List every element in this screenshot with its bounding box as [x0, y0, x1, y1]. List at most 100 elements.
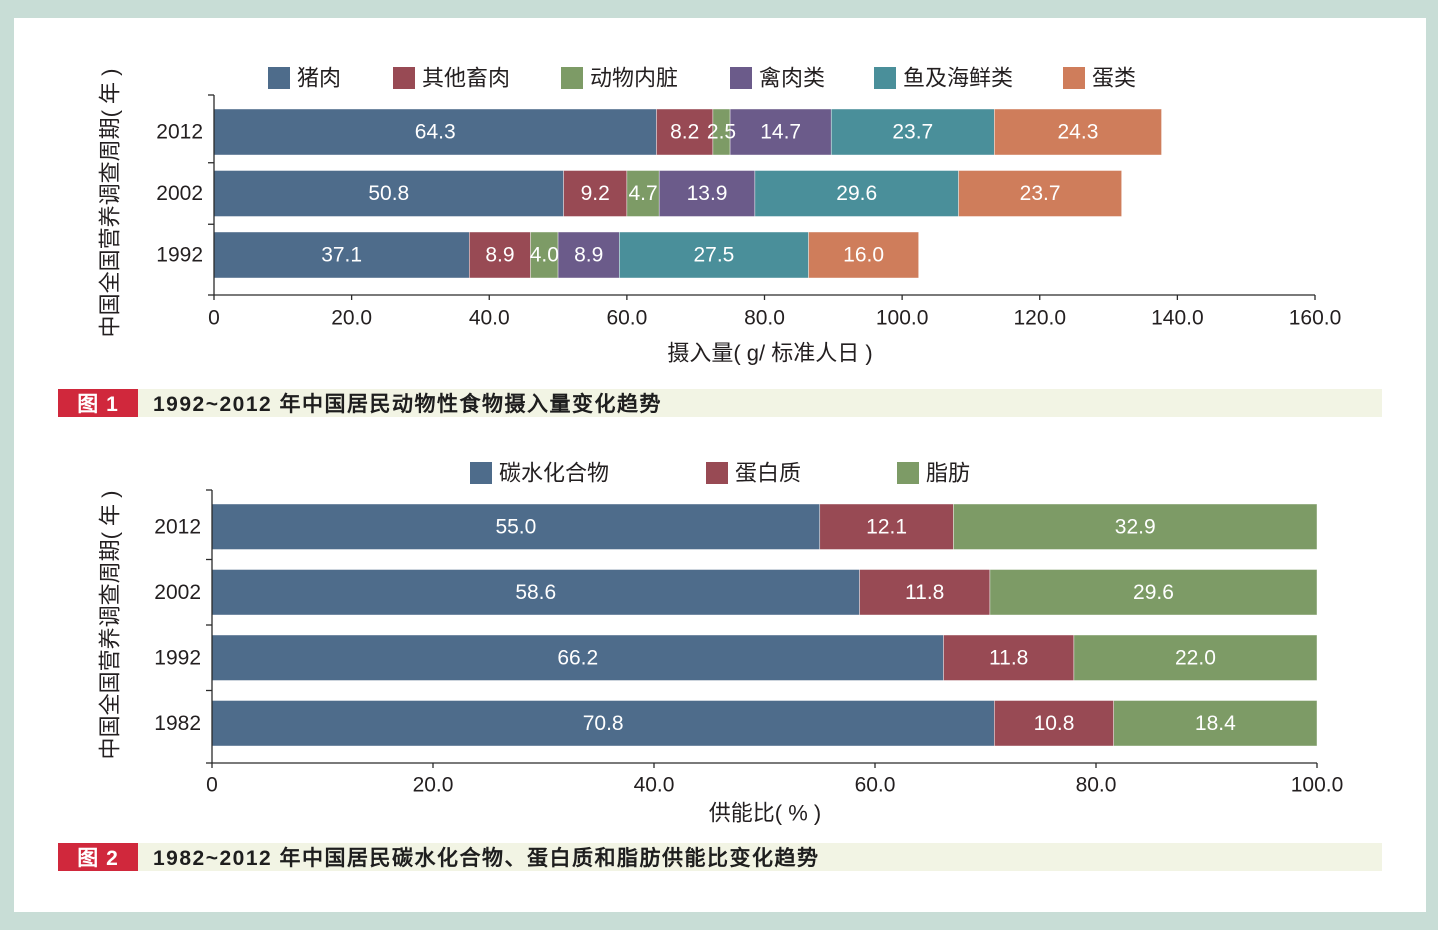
chart-1-data-label-2002-series-4: 13.9: [687, 182, 728, 205]
chart-1-data-label-1992-series-5: 27.5: [693, 244, 734, 267]
chart-1-bar-2002-series-3: [626, 170, 660, 217]
chart-2-bar-1982-series-1: [211, 700, 995, 747]
chart-1-bar-2002-series-6: [958, 170, 1122, 217]
chart-2-x-tick-label-2: 20.0: [413, 774, 454, 797]
chart-2-x-tick-label-5: 80.0: [1076, 774, 1117, 797]
chart-1-legend-label-4: 禽肉类: [759, 66, 825, 91]
chart-1-x-tick-label-8: 140.0: [1151, 307, 1204, 330]
chart-1-legend-label-3: 动物内脏: [590, 66, 678, 91]
figure-1-title: 1992~2012 年中国居民动物性食物摄入量变化趋势: [153, 393, 663, 416]
chart-2-bar-1992-series-3: [1073, 634, 1318, 681]
chart-1-data-label-2002-series-5: 29.6: [836, 182, 877, 205]
chart-1-data-label-2012-series-5: 23.7: [892, 121, 933, 144]
chart-2-legend: 碳水化合物 蛋白质 脂肪: [470, 461, 970, 486]
chart-1-x-tick-label-2: 20.0: [331, 307, 372, 330]
chart-1-bar-1992-series-1: [213, 231, 470, 279]
chart-2-bar-1992-series-1: [211, 634, 944, 681]
chart-1-bar-1992-series-2: [468, 231, 531, 279]
chart-1-data-label-1992-series-3: 4.0: [530, 244, 559, 267]
chart-1-x-tick-label-6: 100.0: [876, 307, 929, 330]
chart-1-bar-2012-series-2: [656, 108, 714, 156]
chart-1-x-axis-title: 摄入量( g/ 标准人日 ): [667, 341, 872, 366]
chart-1-data-labels: 64.3 8.2 2.5 14.7 23.7 24.3 50.8 9.2 4.7 13.9 29.6…: [321, 121, 1098, 267]
chart-1-bars: [213, 108, 1162, 279]
chart-2-legend-item-3: 脂肪: [897, 461, 970, 486]
chart-1-x-tick-label-9: 160.0: [1289, 307, 1342, 330]
chart-1: 猪肉 其他畜肉 动物内脏 禽肉类 鱼及海鲜类 蛋类 64.3 8.2 2.5 14.7 23.7 24…: [98, 66, 1342, 366]
chart-1-data-label-1992-series-6: 16.0: [843, 244, 884, 267]
chart-1-y-axis-title: 中国全国营养调查周期( 年 ): [98, 69, 123, 338]
chart-1-legend-swatch-1: [268, 67, 290, 89]
chart-1-data-label-2012-series-1: 64.3: [415, 121, 456, 144]
chart-2-bar-2012-series-1: [211, 503, 821, 550]
chart-1-bar-2002-series-1: [213, 170, 564, 217]
chart-1-legend-item-4: 禽肉类: [730, 66, 825, 91]
chart-2-data-label-1992-series-3: 22.0: [1175, 646, 1216, 669]
chart-2-data-label-1982-series-3: 18.4: [1195, 712, 1236, 735]
chart-1-legend-swatch-6: [1063, 67, 1085, 89]
chart-1-x-tick-label-1: 0: [208, 307, 220, 330]
chart-2-y-tick-label-2002: 2002: [154, 581, 201, 604]
chart-2-legend-label-2: 蛋白质: [735, 461, 801, 486]
chart-1-legend-swatch-4: [730, 67, 752, 89]
chart-1-y-tick-label-2012: 2012: [156, 121, 203, 144]
chart-1-y-tick-label-1992: 1992: [156, 244, 203, 267]
chart-2-y-tick-label-1992: 1992: [154, 646, 201, 669]
chart-1-legend: 猪肉 其他畜肉 动物内脏 禽肉类 鱼及海鲜类 蛋类: [268, 66, 1136, 91]
chart-1-x-tick-label-3: 40.0: [469, 307, 510, 330]
chart-1-data-label-1992-series-2: 8.9: [485, 244, 514, 267]
chart-1-bar-2012-series-6: [994, 108, 1162, 156]
chart-1-bar-2012-series-1: [213, 108, 657, 156]
chart-2-legend-item-1: 碳水化合物: [470, 461, 609, 486]
chart-2-data-labels: 55.0 12.1 32.9 58.6 11.8 29.6 66.2 11.8 22.0 70.8…: [495, 515, 1236, 735]
chart-1-legend-item-2: 其他畜肉: [393, 66, 510, 91]
chart-1-data-label-1992-series-1: 37.1: [321, 244, 362, 267]
chart-2-data-label-2012-series-2: 12.1: [866, 515, 907, 538]
chart-2-data-label-2012-series-1: 55.0: [495, 515, 536, 538]
chart-2-legend-swatch-3: [897, 462, 919, 484]
figure-2-label: 图 2: [58, 843, 138, 871]
chart-1-legend-item-6: 蛋类: [1063, 66, 1136, 91]
chart-2-legend-swatch-1: [470, 462, 492, 484]
chart-1-data-label-2002-series-1: 50.8: [368, 182, 409, 205]
chart-1-legend-label-1: 猪肉: [297, 66, 341, 91]
chart-2-data-label-2002-series-3: 29.6: [1133, 581, 1174, 604]
chart-2-bar-2002-series-3: [989, 569, 1318, 616]
chart-2-y-tick-label-2012: 2012: [154, 515, 201, 538]
chart-1-bar-1992-series-6: [808, 231, 919, 279]
chart-1-bar-2012-series-5: [830, 108, 995, 156]
chart-1-data-label-2002-series-6: 23.7: [1020, 182, 1061, 205]
chart-2-bar-1982-series-3: [1113, 700, 1318, 747]
chart-2-bar-2002-series-2: [859, 569, 991, 616]
chart-2-data-label-1992-series-1: 66.2: [557, 646, 598, 669]
chart-1-data-label-2012-series-6: 24.3: [1058, 121, 1099, 144]
chart-1-data-label-2012-series-2: 8.2: [670, 121, 699, 144]
chart-2-data-label-2012-series-3: 32.9: [1115, 515, 1156, 538]
chart-1-legend-label-5: 鱼及海鲜类: [903, 66, 1013, 91]
chart-1-legend-item-5: 鱼及海鲜类: [874, 66, 1013, 91]
chart-2-y-axis-title: 中国全国营养调查周期( 年 ): [98, 491, 123, 760]
chart-2-x-tick-label-1: 0: [206, 774, 218, 797]
chart-2-x-axis-title: 供能比( % ): [709, 801, 821, 826]
chart-1-bar-2012-series-4: [729, 108, 832, 156]
chart-2-bar-1982-series-2: [994, 700, 1114, 747]
chart-1-legend-swatch-3: [561, 67, 583, 89]
chart-2-y-tick-label-1982: 1982: [154, 712, 201, 735]
chart-2-data-label-2002-series-2: 11.8: [905, 581, 944, 604]
chart-1-bar-2002-series-2: [563, 170, 628, 217]
chart-2-bar-2012-series-3: [953, 503, 1318, 550]
chart-1-x-tick-label-7: 120.0: [1013, 307, 1066, 330]
chart-1-legend-item-3: 动物内脏: [561, 66, 678, 91]
chart-2-bars: [211, 503, 1318, 747]
chart-2-legend-label-3: 脂肪: [926, 461, 970, 486]
chart-1-data-label-2002-series-3: 4.7: [628, 182, 657, 205]
chart-1-data-label-1992-series-4: 8.9: [574, 244, 603, 267]
chart-1-legend-item-1: 猪肉: [268, 66, 341, 91]
figure-1-caption: 图 1 1992~2012 年中国居民动物性食物摄入量变化趋势: [58, 389, 1382, 417]
chart-1-x-tick-label-4: 60.0: [606, 307, 647, 330]
chart-2-data-label-1982-series-2: 10.8: [1034, 712, 1075, 735]
chart-1-legend-label-2: 其他畜肉: [422, 66, 510, 91]
chart-2: 碳水化合物 蛋白质 脂肪 55.0 12.1 32.9 58.6 11.8 29.6 66.2 11…: [98, 461, 1344, 826]
chart-1-y-tick-label-2002: 2002: [156, 182, 203, 205]
